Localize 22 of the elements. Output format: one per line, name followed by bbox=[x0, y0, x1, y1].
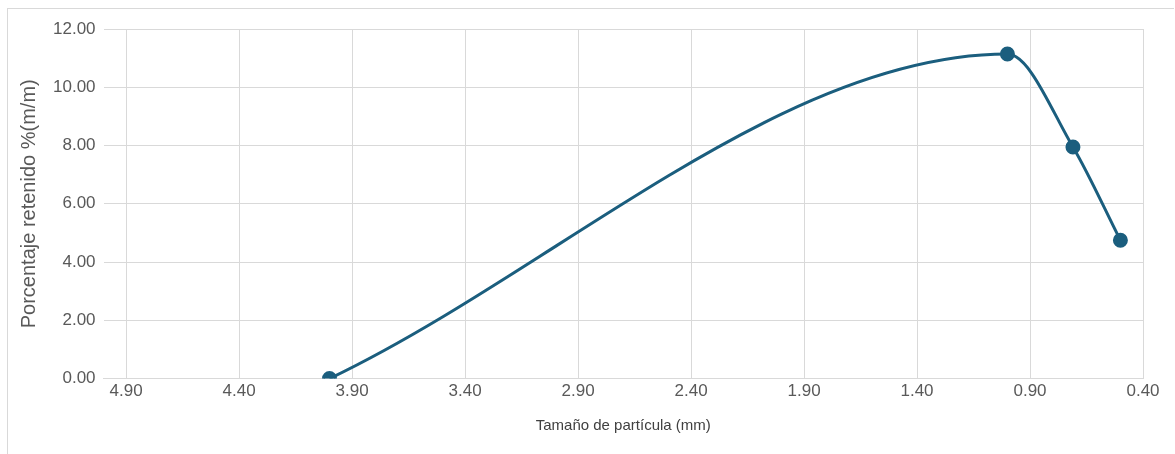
y-tick-label: 12.00 bbox=[52, 18, 96, 38]
y-tick-label: 6.00 bbox=[62, 193, 96, 213]
point bbox=[999, 46, 1015, 62]
y-tick-label: 8.00 bbox=[62, 135, 96, 155]
x-tick-label: 4.90 bbox=[109, 381, 143, 401]
x-tick-label: 0.40 bbox=[1126, 381, 1160, 401]
point bbox=[1112, 232, 1128, 248]
y-tick-label: 10.00 bbox=[52, 76, 96, 96]
x-tick-label: 1.40 bbox=[900, 381, 934, 401]
x-tick-label: 2.90 bbox=[561, 381, 595, 401]
x-tick-label: 2.40 bbox=[674, 381, 708, 401]
y-tick-label: 2.00 bbox=[62, 310, 96, 330]
x-tick-label: 3.90 bbox=[335, 381, 369, 401]
y-tick-label: 0.00 bbox=[62, 368, 96, 388]
x-tick-label: 0.90 bbox=[1013, 381, 1047, 401]
x-tick-label: 4.40 bbox=[222, 381, 256, 401]
point bbox=[1065, 139, 1081, 155]
x-axis-title: Tamaño de partícula (mm) bbox=[535, 416, 711, 434]
y-tick-label: 4.00 bbox=[62, 251, 96, 271]
y-axis-title: Porcentaje retenido %(m/m) bbox=[16, 79, 39, 329]
x-tick-label: 1.90 bbox=[787, 381, 821, 401]
x-tick-label: 3.40 bbox=[448, 381, 482, 401]
